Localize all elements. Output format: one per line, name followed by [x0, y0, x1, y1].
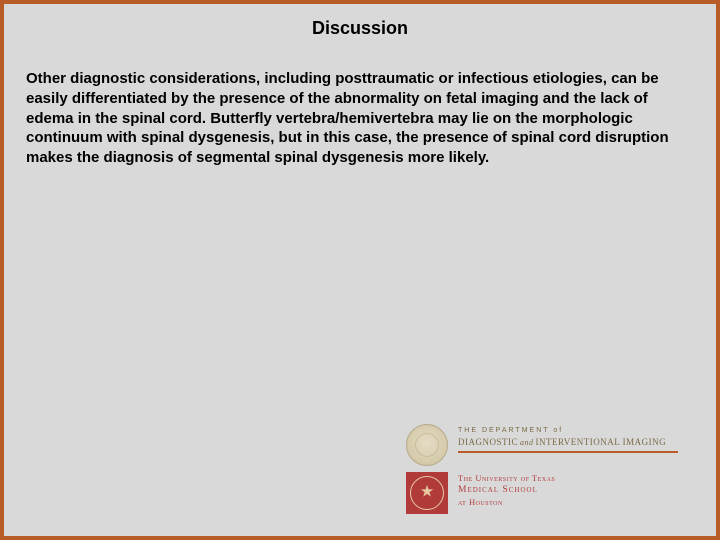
dept-divider	[458, 451, 678, 453]
university-logo-row: ★ The University of Texas Medical School…	[406, 472, 686, 514]
department-seal-icon	[406, 424, 448, 466]
university-text: The University of Texas Medical School a…	[458, 472, 555, 509]
dept-word-b: INTERVENTIONAL IMAGING	[536, 437, 667, 447]
dept-main-line: DIAGNOSTICandINTERVENTIONAL IMAGING	[458, 436, 678, 449]
dept-word-a: DIAGNOSTIC	[458, 437, 518, 447]
seal-star-icon: ★	[420, 485, 434, 501]
university-seal-icon: ★	[406, 472, 448, 514]
slide-body-text: Other diagnostic considerations, includi…	[24, 69, 696, 168]
slide-container: Discussion Other diagnostic consideratio…	[0, 0, 720, 540]
dept-amp: and	[518, 438, 536, 447]
department-text: THE DEPARTMENT of DIAGNOSTICandINTERVENT…	[458, 424, 678, 455]
dept-logo-row: THE DEPARTMENT of DIAGNOSTICandINTERVENT…	[406, 424, 686, 466]
slide-title: Discussion	[24, 18, 696, 39]
ut-line-1: The University of Texas	[458, 473, 555, 484]
dept-small-line: THE DEPARTMENT of	[458, 426, 678, 436]
footer-logo-block: THE DEPARTMENT of DIAGNOSTICandINTERVENT…	[406, 424, 686, 514]
ut-line-3: at Houston	[458, 497, 555, 508]
ut-line-2: Medical School	[458, 484, 555, 497]
